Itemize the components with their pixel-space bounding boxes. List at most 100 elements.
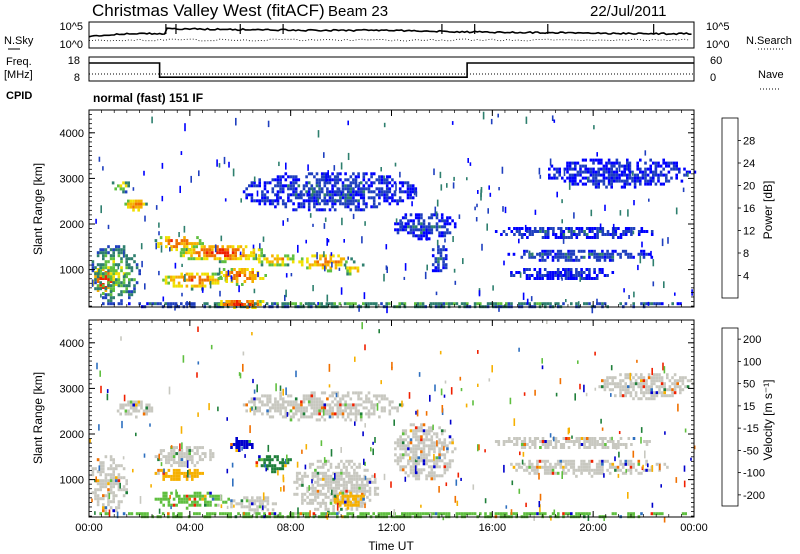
heat-cell: [443, 429, 447, 433]
heat-cell: [224, 254, 227, 258]
heat-cell: [531, 440, 534, 443]
heat-cell: [551, 512, 555, 516]
scatter-speck: [640, 436, 642, 444]
heat-cell: [388, 409, 392, 413]
heat-cell: [388, 190, 392, 194]
heat-cell: [572, 249, 576, 253]
heat-cell: [281, 467, 285, 471]
heat-cell: [636, 167, 639, 171]
heat-cell: [124, 190, 128, 194]
heat-cell: [342, 489, 346, 493]
heat-cell: [279, 181, 282, 185]
heat-cell: [352, 187, 355, 191]
heat-cell: [307, 208, 311, 212]
heat-cell: [590, 249, 594, 253]
colorbar-tick-label: 12: [743, 226, 755, 238]
heat-cell: [679, 391, 682, 395]
heat-cell: [104, 509, 108, 513]
heat-cell: [281, 257, 285, 261]
heat-cell: [396, 222, 400, 226]
heat-cell: [301, 483, 304, 487]
scatter-speck: [355, 191, 358, 196]
heat-cell: [562, 471, 565, 475]
heat-cell: [216, 278, 220, 282]
heat-cell: [281, 302, 284, 306]
heat-cell: [399, 468, 402, 472]
heat-cell: [420, 231, 423, 235]
heat-cell: [539, 440, 542, 443]
heat-cell: [334, 471, 338, 475]
heat-cell: [383, 193, 386, 197]
scatter-speck: [639, 255, 642, 264]
heat-cell: [609, 233, 612, 236]
heat-cell: [579, 170, 582, 174]
heat-cell: [242, 248, 245, 252]
heat-cell: [341, 412, 345, 416]
heat-cell: [196, 236, 199, 240]
heat-cell: [370, 403, 373, 407]
heat-cell: [281, 202, 285, 206]
scatter-speck: [454, 280, 457, 285]
heat-cell: [617, 446, 620, 449]
heat-cell: [614, 443, 618, 446]
heat-cell: [190, 278, 194, 282]
heat-cell: [344, 394, 347, 398]
heat-cell: [370, 184, 373, 188]
scatter-speck: [538, 472, 540, 480]
heat-cell: [109, 275, 113, 279]
heat-cell: [588, 459, 591, 463]
heat-cell: [172, 278, 176, 282]
heat-cell: [201, 272, 204, 276]
heat-cell: [361, 263, 365, 267]
heat-cell: [217, 503, 220, 507]
noise-series-line: [88, 27, 692, 38]
heat-cell: [256, 508, 259, 512]
heat-cell: [502, 440, 506, 443]
heat-cell: [569, 268, 573, 271]
heat-cell: [180, 458, 184, 462]
heat-cell: [281, 199, 285, 203]
heat-cell: [507, 437, 511, 440]
scatter-speck: [196, 372, 198, 378]
y-tick-label: 4000: [60, 128, 84, 140]
scatter-speck: [352, 213, 355, 220]
heat-cell: [658, 379, 661, 383]
heat-cell: [653, 382, 656, 386]
scatter-speck: [521, 459, 524, 465]
heat-cell: [546, 230, 550, 233]
heat-cell: [271, 502, 275, 506]
scatter-speck: [436, 440, 438, 447]
scatter-speck: [528, 250, 531, 258]
heat-cell: [588, 465, 591, 469]
heat-cell: [526, 443, 529, 446]
scatter-speck: [518, 238, 520, 244]
heat-cell: [453, 222, 457, 226]
heat-cell: [359, 181, 363, 185]
heat-cell: [409, 231, 413, 235]
heat-cell: [432, 302, 435, 306]
heat-cell: [300, 193, 303, 197]
heat-cell: [344, 178, 347, 182]
scatter-speck: [282, 220, 284, 226]
heat-cell: [363, 492, 367, 496]
heat-cell: [575, 258, 578, 262]
heat-cell: [605, 167, 608, 171]
heat-cell: [546, 274, 550, 277]
scatter-speck: [663, 366, 666, 374]
heat-cell: [583, 440, 586, 443]
heat-cell: [401, 441, 405, 445]
heat-cell: [112, 289, 115, 292]
heat-cell: [318, 196, 321, 200]
heat-cell: [596, 443, 599, 446]
heat-cell: [167, 512, 170, 516]
heat-cell: [515, 437, 519, 440]
heat-cell: [112, 302, 115, 306]
heat-cell: [358, 489, 361, 493]
heat-cell: [292, 175, 295, 179]
scatter-speck: [509, 397, 512, 405]
heat-cell: [556, 277, 560, 280]
heat-cell: [120, 488, 123, 492]
heat-cell: [185, 239, 189, 243]
heat-cell: [606, 459, 609, 463]
scatter-speck: [317, 197, 320, 204]
